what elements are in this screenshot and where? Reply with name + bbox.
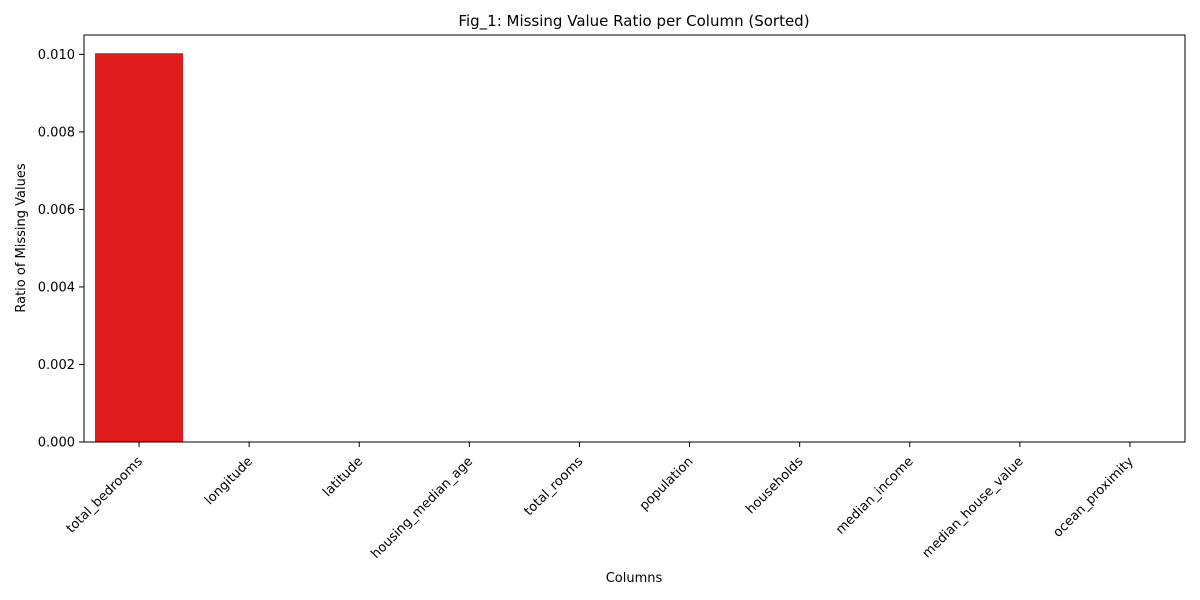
bar-total-bedrooms [95, 53, 184, 443]
x-tick-label: total_bedrooms [64, 454, 146, 536]
y-tick-label: 0.008 [38, 125, 75, 140]
y-tick-label: 0.006 [38, 203, 75, 218]
x-axis-ticks: total_bedrooms longitude latitude housing_m… [64, 442, 1137, 562]
x-tick-label: median_house_value [920, 454, 1027, 561]
y-tick-label: 0.002 [38, 358, 75, 373]
x-tick-label: housing_median_age [369, 454, 477, 562]
plot-frame [83, 34, 1186, 443]
x-axis-title: Columns [606, 571, 663, 586]
y-tick-label: 0.010 [38, 48, 75, 63]
y-tick-label: 0.004 [38, 280, 75, 295]
x-tick-label: longitude [202, 454, 256, 508]
x-tick-label: population [637, 454, 697, 514]
x-tick-label: latitude [320, 454, 366, 500]
y-axis-ticks: 0.000 0.002 0.004 0.006 0.008 0.010 [38, 48, 84, 451]
x-tick-label: households [744, 454, 807, 517]
chart-title: Fig_1: Missing Value Ratio per Column (S… [458, 12, 809, 31]
bars-group [95, 53, 184, 443]
x-tick-label: median_income [833, 454, 916, 537]
y-axis-title: Ratio of Missing Values [14, 163, 29, 312]
x-tick-label: total_rooms [521, 454, 586, 519]
y-tick-label: 0.000 [38, 436, 75, 451]
x-tick-label: ocean_proximity [1050, 454, 1137, 541]
